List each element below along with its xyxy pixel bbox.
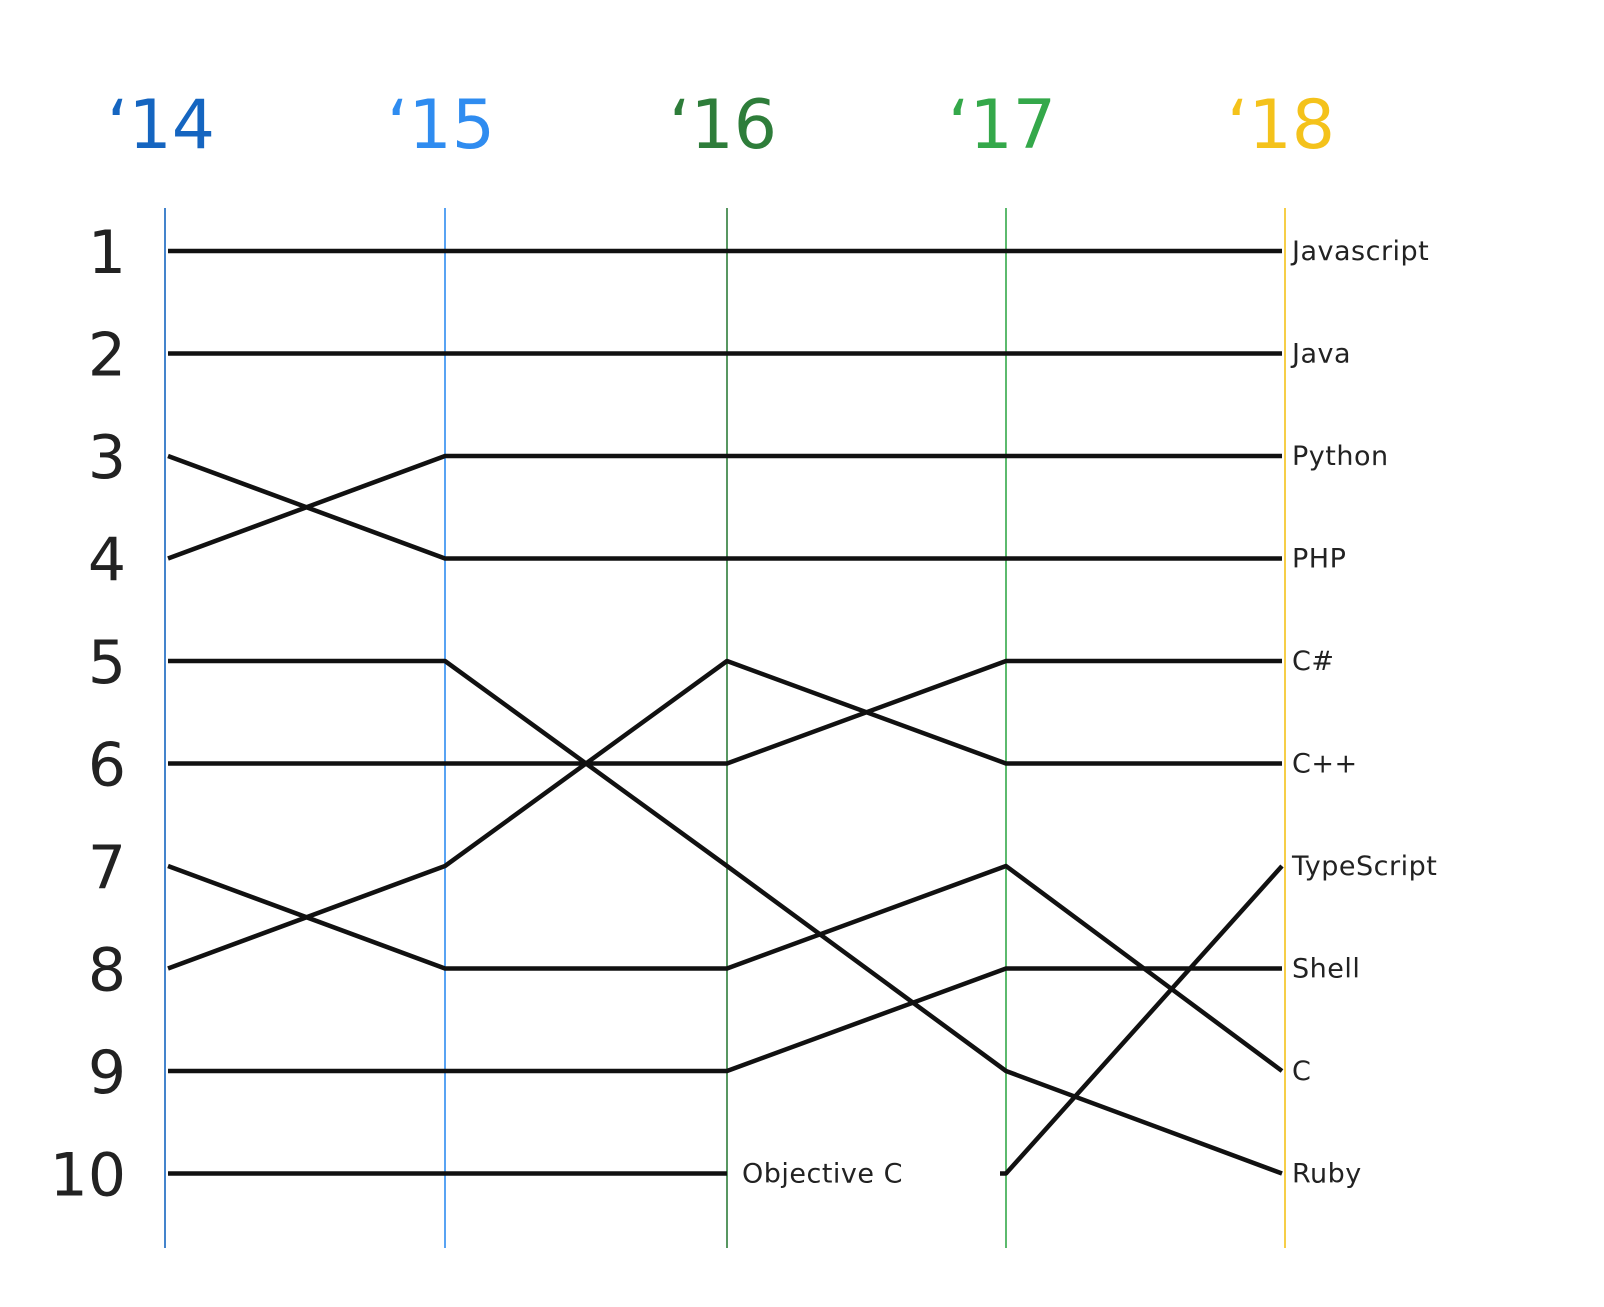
rank-label-1: 1 [88, 218, 126, 288]
series-line-cpp [167, 658, 1282, 971]
series-line-shell [168, 966, 1282, 1074]
series-label-ruby: Ruby [1292, 1159, 1362, 1190]
series-label-c: C [1292, 1056, 1311, 1087]
year-label-4: ‘17 [948, 86, 1056, 165]
year-label-2: ‘15 [387, 86, 495, 165]
rank-label-5: 5 [88, 628, 126, 698]
series-label-csharp: C# [1292, 646, 1334, 677]
series-line-csharp [168, 658, 1282, 766]
series-label-shell: Shell [1292, 954, 1360, 985]
series-label-javascript: Javascript [1290, 236, 1429, 267]
series-line-typescript [1000, 864, 1284, 1176]
rank-label-10: 10 [50, 1141, 126, 1211]
series-labels: Javascript Java Python PHP C++ C# TypeScript Sh… [742, 236, 1437, 1190]
series-line-python [167, 453, 1282, 561]
rank-label-7: 7 [88, 833, 126, 903]
rank-label-3: 3 [88, 423, 126, 493]
series-label-objective-c: Objective C [742, 1159, 903, 1190]
series-line-php [167, 453, 1282, 561]
year-axes [164, 208, 1286, 1248]
year-labels: ‘14 ‘15 ‘16 ‘17 ‘18 [107, 86, 1335, 165]
rank-label-2: 2 [88, 321, 126, 391]
rank-labels: 1 2 3 4 5 6 7 8 9 10 [50, 218, 126, 1211]
rank-label-4: 4 [88, 526, 126, 596]
rank-label-9: 9 [88, 1038, 126, 1108]
series-label-cpp: C++ [1292, 749, 1358, 780]
year-label-1: ‘14 [107, 86, 215, 165]
series-label-python: Python [1292, 441, 1389, 472]
series-line-c [167, 863, 1284, 1073]
year-label-5: ‘18 [1227, 86, 1335, 165]
rank-label-6: 6 [88, 731, 126, 801]
series-line-ruby [168, 658, 1283, 1176]
series-label-php: PHP [1292, 544, 1346, 575]
series-lines [167, 248, 1284, 1176]
rank-label-8: 8 [88, 936, 126, 1006]
series-label-typescript: TypeScript [1291, 851, 1437, 882]
year-label-3: ‘16 [669, 86, 777, 165]
series-label-java: Java [1290, 339, 1351, 370]
